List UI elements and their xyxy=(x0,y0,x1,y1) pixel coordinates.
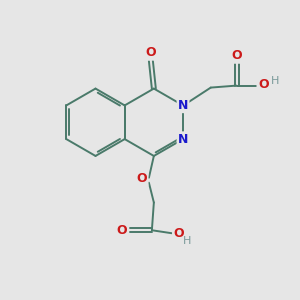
Text: O: O xyxy=(146,46,156,59)
Text: O: O xyxy=(117,224,128,237)
Text: N: N xyxy=(178,99,188,112)
Text: H: H xyxy=(183,236,192,246)
Text: O: O xyxy=(173,227,184,240)
Text: O: O xyxy=(137,172,147,185)
Text: O: O xyxy=(231,50,242,62)
Text: H: H xyxy=(271,76,279,85)
Text: N: N xyxy=(178,133,188,146)
Text: O: O xyxy=(258,78,268,91)
